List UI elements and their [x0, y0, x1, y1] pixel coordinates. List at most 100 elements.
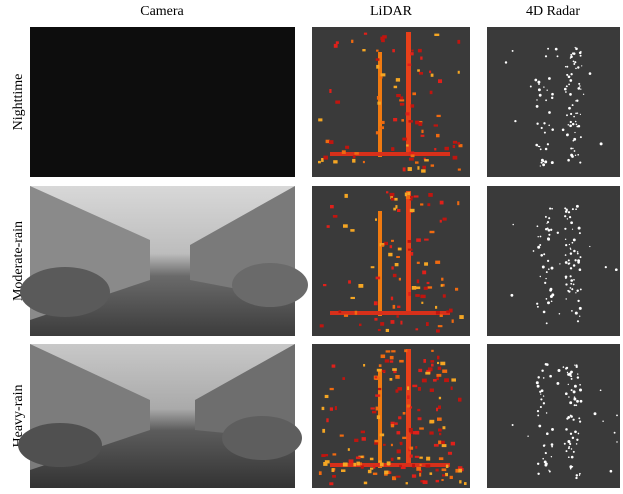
- lidar-point: [379, 364, 382, 367]
- lidar-point: [438, 429, 442, 432]
- radar-point: [570, 283, 572, 285]
- lidar-point: [381, 73, 386, 76]
- lidar-point: [391, 424, 394, 427]
- radar-point: [538, 146, 539, 147]
- radar-point: [577, 251, 579, 253]
- lidar-point: [421, 135, 425, 137]
- radar-point: [575, 404, 577, 406]
- lidar-point: [332, 468, 335, 472]
- radar-point: [542, 163, 545, 166]
- lidar-point: [372, 411, 376, 414]
- radar-point: [555, 48, 558, 51]
- lidar-point: [354, 152, 358, 155]
- radar-point: [565, 392, 568, 395]
- lidar-point: [375, 218, 377, 220]
- lidar-point: [379, 461, 382, 463]
- lidar-point: [426, 464, 431, 467]
- lidar-point: [437, 418, 442, 421]
- radar-point: [545, 216, 547, 218]
- lidar-point: [406, 144, 409, 146]
- lidar-point: [384, 471, 388, 475]
- lidar-point: [391, 198, 394, 201]
- lidar-point: [327, 225, 330, 228]
- lidar-point: [405, 193, 407, 197]
- radar-point: [580, 55, 582, 57]
- lidar-point: [401, 119, 404, 121]
- radar-point: [579, 421, 581, 423]
- radar-point: [543, 445, 545, 447]
- radar-point: [578, 227, 581, 230]
- lidar-point: [430, 231, 435, 233]
- radar-point: [551, 446, 553, 448]
- lidar-point: [427, 282, 430, 284]
- column-header: LiDAR: [370, 4, 413, 19]
- radar-point: [589, 72, 592, 75]
- lidar-point: [403, 167, 406, 171]
- radar-point: [567, 218, 568, 219]
- lidar-point: [417, 409, 420, 411]
- lidar-point: [441, 441, 445, 444]
- lidar-point: [344, 315, 348, 317]
- radar-point: [539, 94, 542, 97]
- radar-point: [565, 210, 568, 213]
- lidar-point: [437, 362, 439, 364]
- radar-point: [536, 303, 538, 305]
- radar-point: [580, 89, 581, 90]
- lidar-point: [395, 375, 399, 379]
- lidar-point: [355, 311, 357, 315]
- radar-point: [549, 289, 552, 292]
- radar-point: [565, 367, 567, 369]
- radar-point: [568, 107, 571, 110]
- lidar-point: [359, 324, 361, 326]
- lidar-point: [326, 418, 328, 422]
- radar-point: [577, 253, 579, 255]
- lidar-point: [416, 467, 421, 471]
- lidar-point: [446, 465, 449, 468]
- lidar-point: [349, 459, 354, 463]
- radar-point: [615, 268, 618, 271]
- radar-point: [549, 375, 552, 378]
- lidar-point: [448, 452, 452, 455]
- radar-point: [610, 470, 613, 473]
- lidar-point: [393, 274, 397, 277]
- lidar-point: [411, 252, 413, 256]
- lidar-point: [430, 389, 434, 392]
- radar-point: [570, 415, 573, 418]
- radar-point: [567, 133, 569, 135]
- radar-point: [566, 450, 568, 452]
- lidar-point: [376, 407, 379, 411]
- lidar-point: [442, 474, 445, 476]
- lidar-point: [442, 370, 447, 373]
- radar-point: [575, 208, 577, 210]
- lidar-point: [424, 159, 429, 161]
- radar-point: [542, 458, 544, 460]
- radar-point: [512, 50, 514, 52]
- lidar-point: [381, 121, 385, 124]
- radar-point: [543, 253, 545, 255]
- lidar-point: [380, 126, 384, 129]
- lidar-point: [390, 378, 393, 381]
- lidar-point: [394, 198, 397, 201]
- lidar-point: [374, 442, 378, 444]
- radar-point: [576, 123, 578, 125]
- lidar-point: [453, 145, 455, 148]
- radar-point: [556, 382, 559, 385]
- radar-point: [573, 390, 576, 393]
- radar-point: [537, 225, 539, 227]
- lidar-structure: [406, 32, 411, 152]
- radar-point: [505, 61, 507, 63]
- lidar-point: [358, 284, 363, 288]
- lidar-point: [408, 167, 412, 171]
- radar-point: [539, 146, 540, 147]
- radar-point: [546, 223, 547, 224]
- lidar-structure: [378, 211, 382, 316]
- lidar-point: [458, 398, 462, 402]
- radar-point: [574, 364, 575, 365]
- lidar-point: [459, 315, 463, 319]
- lidar-point: [384, 242, 388, 245]
- lidar-point: [323, 284, 326, 286]
- radar-point: [572, 229, 573, 230]
- lidar-point: [376, 50, 378, 52]
- radar-point: [566, 418, 568, 420]
- lidar-point: [321, 158, 324, 162]
